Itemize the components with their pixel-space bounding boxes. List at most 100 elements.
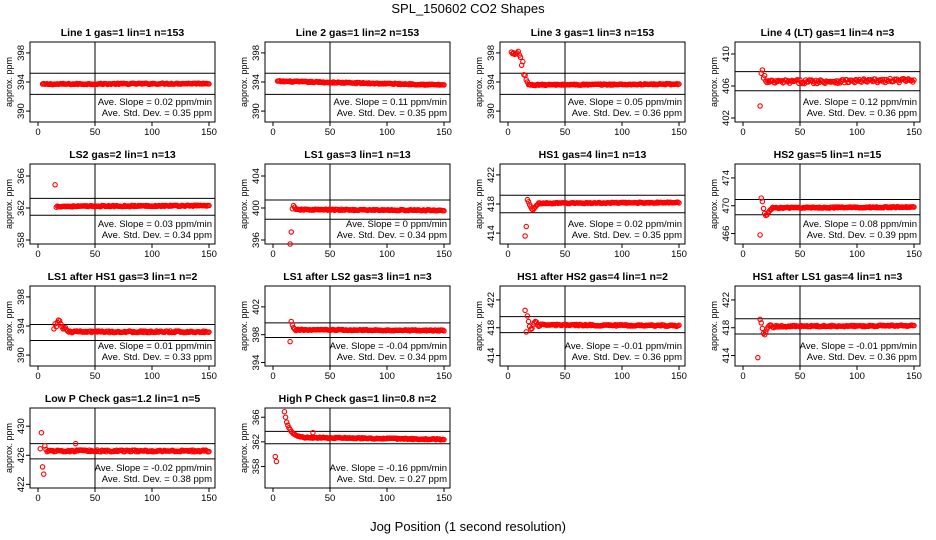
x-tick-label: 150: [436, 127, 452, 138]
data-point: [524, 313, 531, 319]
y-tick-label: 426: [16, 447, 27, 463]
x-tick-label: 100: [379, 371, 395, 382]
data-point: [911, 77, 917, 83]
x-tick-label: 50: [90, 371, 101, 382]
panel: LS1 after LS2 gas=3 lin=1 n=3 0 50 100 150 39…: [239, 271, 452, 382]
y-axis-label: approx. ppm: [4, 179, 14, 229]
data-point: [757, 103, 763, 109]
panel: Line 4 (LT) gas=1 lin=4 n=3 0 50 100 150 402 4…: [709, 27, 922, 138]
data-point: [206, 329, 212, 335]
slope-annotation: Ave. Slope = -0.16 ppm/min: [330, 463, 447, 474]
panel-title: HS1 gas=4 lin=1 n=13: [539, 149, 647, 161]
data-point: [441, 208, 447, 214]
data-point: [206, 202, 212, 209]
data-point: [523, 329, 529, 335]
y-tick-label: 398: [251, 45, 262, 61]
y-tick-label: 398: [16, 45, 27, 61]
data-point: [529, 325, 535, 332]
x-tick-label: 150: [436, 371, 452, 382]
data-point: [282, 414, 289, 420]
y-tick-label: 400: [251, 200, 262, 216]
slope-annotation: Ave. Slope = -0.01 ppm/min: [800, 341, 917, 352]
x-tick-label: 0: [35, 127, 40, 138]
slope-annotation: Ave. Slope = 0.08 ppm/min: [803, 219, 917, 230]
x-tick-label: 50: [90, 249, 101, 260]
y-tick-label: 418: [486, 196, 497, 212]
data-point: [287, 338, 293, 345]
data-point: [281, 408, 288, 415]
x-tick-label: 150: [436, 249, 452, 260]
x-tick-label: 150: [906, 249, 922, 260]
std-dev-annotation: Ave. Std. Dev. = 0.36 ppm: [807, 108, 917, 119]
data-point: [40, 471, 47, 477]
x-tick-label: 100: [614, 249, 630, 260]
panel-title: LS1 after LS2 gas=3 lin=1 n=3: [283, 271, 432, 283]
panel: LS2 gas=2 lin=1 n=13 0 50 100 150 358 362 366ap…: [4, 149, 217, 260]
data-point: [206, 81, 212, 87]
y-tick-label: 466: [721, 226, 732, 242]
data-point: [760, 205, 767, 212]
x-tick-label: 0: [270, 127, 275, 138]
x-tick-label: 50: [795, 249, 806, 260]
data-point: [517, 54, 524, 61]
data-point: [911, 204, 917, 210]
data-point: [840, 77, 847, 83]
plot-frame: [734, 163, 921, 245]
slope-annotation: Ave. Slope = 0.02 ppm/min: [568, 219, 682, 230]
data-point: [757, 232, 763, 238]
panel: HS1 after LS1 gas=4 lin=1 n=3 0 50 100 150 41…: [709, 271, 922, 382]
std-dev-annotation: Ave. Std. Dev. = 0.35 ppm: [102, 108, 212, 119]
std-dev-annotation: Ave. Std. Dev. = 0.27 ppm: [337, 474, 447, 485]
y-axis-label: approx. ppm: [474, 57, 484, 107]
y-tick-label: 394: [16, 74, 27, 90]
y-tick-label: 418: [486, 320, 497, 336]
data-point: [761, 331, 768, 338]
data-point: [522, 233, 528, 239]
y-tick-label: 390: [16, 347, 27, 363]
x-tick-label: 100: [379, 127, 395, 138]
data-point: [757, 316, 763, 323]
x-tick-label: 50: [795, 371, 806, 382]
data-point: [523, 223, 529, 230]
panel: LS1 gas=3 lin=1 n=13 0 50 100 150 396 400 404ap…: [239, 149, 452, 260]
data-point: [272, 453, 279, 460]
y-tick-label: 422: [16, 476, 27, 492]
data-point: [676, 322, 682, 329]
x-tick-label: 150: [671, 127, 687, 138]
x-tick-label: 150: [671, 371, 687, 382]
slope-annotation: Ave. Slope = 0.02 ppm/min: [98, 97, 212, 108]
data-point: [859, 77, 866, 83]
y-tick-label: 404: [251, 168, 262, 184]
y-axis-label: approx. ppm: [474, 301, 484, 351]
y-tick-label: 396: [251, 232, 262, 248]
panel-title: Line 2 gas=1 lin=2 n=153: [296, 27, 420, 39]
data-point: [758, 195, 764, 201]
data-point: [441, 436, 447, 443]
y-tick-label: 402: [721, 110, 732, 126]
data-point: [522, 307, 528, 314]
x-tick-label: 0: [740, 371, 745, 382]
y-axis-label: approx. ppm: [4, 57, 14, 107]
x-tick-label: 0: [505, 249, 510, 260]
data-point: [289, 322, 296, 328]
x-tick-label: 0: [270, 249, 275, 260]
x-tick-label: 100: [614, 127, 630, 138]
slope-annotation: Ave. Slope = 0.01 ppm/min: [98, 341, 212, 352]
y-axis-label: approx. ppm: [239, 301, 249, 351]
x-tick-label: 100: [379, 249, 395, 260]
y-tick-label: 430: [16, 418, 27, 434]
y-tick-label: 398: [251, 327, 262, 343]
std-dev-annotation: Ave. Std. Dev. = 0.35 ppm: [572, 230, 682, 241]
x-tick-label: 150: [201, 371, 217, 382]
panel-title: High P Check gas=1 lin=0.8 n=2: [279, 393, 437, 405]
y-tick-label: 362: [251, 434, 262, 450]
data-point: [287, 241, 293, 247]
slope-annotation: Ave. Slope = -0.02 ppm/min: [95, 463, 212, 474]
data-point: [759, 198, 766, 205]
data-point: [525, 199, 532, 205]
y-tick-label: 422: [721, 292, 732, 308]
x-tick-label: 100: [379, 493, 395, 504]
std-dev-annotation: Ave. Std. Dev. = 0.33 ppm: [102, 352, 212, 363]
y-tick-label: 358: [251, 459, 262, 475]
y-tick-label: 358: [16, 232, 27, 248]
